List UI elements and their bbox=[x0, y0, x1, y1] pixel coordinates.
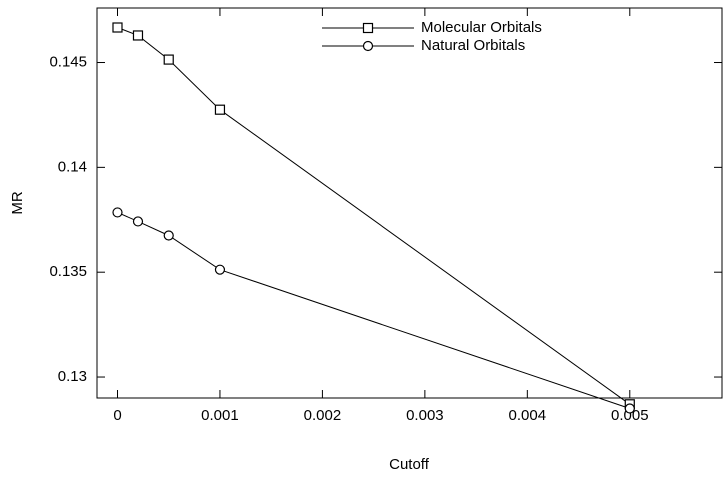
marker bbox=[132, 30, 144, 41]
plot-frame bbox=[96, 7, 723, 399]
x-tick-label: 0.005 bbox=[611, 407, 649, 424]
marker bbox=[112, 22, 123, 33]
x-tick-label: 0.001 bbox=[201, 407, 239, 424]
marker bbox=[163, 54, 174, 65]
x-tick-label: 0.003 bbox=[406, 407, 444, 424]
legend-label: Molecular Orbitals bbox=[421, 19, 542, 36]
y-tick-label: 0.145 bbox=[49, 53, 87, 70]
y-tick-label: 0.14 bbox=[58, 158, 87, 175]
marker bbox=[163, 230, 174, 241]
marker bbox=[132, 216, 144, 227]
marker bbox=[214, 104, 226, 115]
series-line bbox=[117, 211, 630, 409]
y-axis-label: MR bbox=[9, 191, 26, 214]
x-tick-label: 0.002 bbox=[304, 407, 342, 424]
x-axis-label: Cutoff bbox=[389, 456, 430, 473]
legend-label: Natural Orbitals bbox=[421, 37, 525, 54]
marker bbox=[214, 264, 226, 275]
x-tick-label: 0.004 bbox=[509, 407, 547, 424]
y-tick-label: 0.135 bbox=[49, 263, 87, 280]
marker bbox=[112, 207, 123, 218]
marker bbox=[362, 40, 374, 52]
y-tick-label: 0.13 bbox=[58, 368, 87, 385]
marker bbox=[362, 22, 374, 34]
x-tick-label: 0 bbox=[113, 407, 121, 424]
series-line bbox=[117, 27, 631, 405]
marker bbox=[624, 403, 635, 414]
